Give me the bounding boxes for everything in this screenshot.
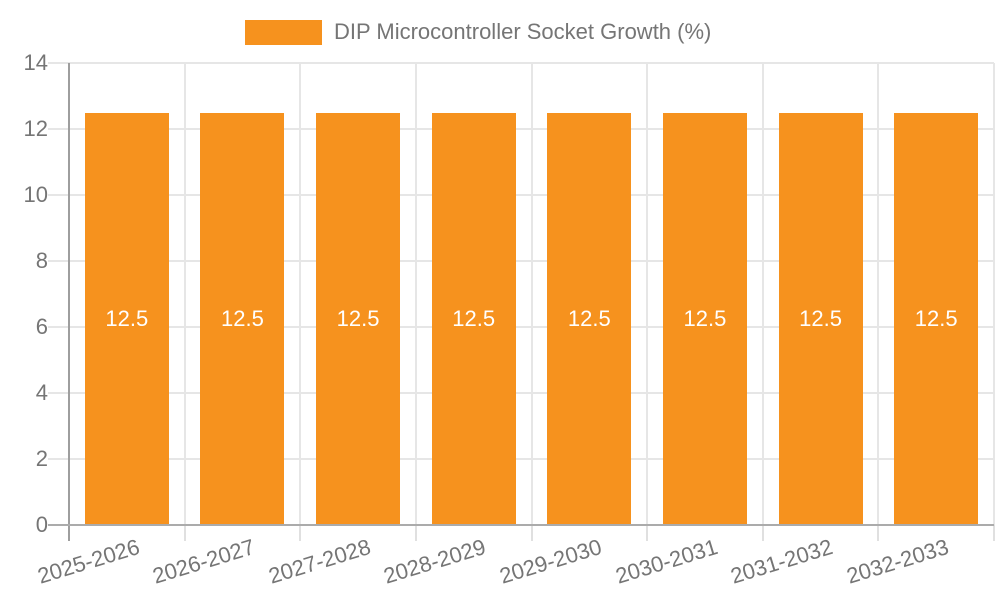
bar-value-label: 12.5 — [221, 305, 264, 331]
x-axis-tick — [530, 525, 533, 541]
bar-2029-2030[interactable] — [547, 112, 632, 524]
x-axis-tick-label: 2032-2033 — [843, 534, 952, 589]
x-axis-tick — [299, 525, 302, 541]
bar-value-label: 12.5 — [914, 305, 958, 331]
x-axis-tick — [761, 525, 764, 541]
bar-2028-2029[interactable] — [431, 112, 516, 524]
y-gridline — [48, 326, 994, 328]
y-gridline — [48, 128, 994, 130]
x-axis-tick — [183, 525, 186, 541]
x-axis-tick-label: 2031-2032 — [727, 534, 836, 589]
bar-value-label: 12.5 — [336, 305, 380, 331]
legend-swatch — [245, 19, 322, 45]
x-axis-tick-label: 2025-2026 — [34, 534, 143, 589]
y-gridline — [48, 260, 994, 262]
y-axis-line — [68, 63, 70, 541]
bar-value-label: 12.5 — [683, 305, 727, 331]
y-gridline — [48, 458, 994, 460]
category-gridline — [761, 63, 764, 525]
x-axis-tick-label: 2027-2028 — [265, 534, 374, 589]
x-axis-tick — [877, 525, 880, 541]
y-axis-tick-label: 4 — [35, 380, 48, 405]
category-gridline — [299, 63, 302, 525]
legend-label: DIP Microcontroller Socket Growth (%) — [334, 19, 712, 44]
bar-value-label: 12.5 — [105, 305, 149, 331]
bar-2031-2032[interactable] — [778, 112, 863, 524]
y-axis-tick-label: 14 — [23, 50, 48, 75]
category-gridline — [414, 63, 417, 525]
bar-2025-2026[interactable] — [84, 112, 169, 524]
y-axis-tick-label: 2 — [35, 446, 48, 471]
chart-legend[interactable]: DIP Microcontroller Socket Growth (%) — [245, 19, 711, 45]
bar-value-label: 12.5 — [452, 305, 496, 331]
x-axis-tick — [993, 525, 995, 541]
y-axis-tick-label: 10 — [23, 182, 48, 207]
y-gridline — [48, 392, 994, 394]
y-gridline — [48, 62, 994, 64]
x-axis-tick — [646, 525, 649, 541]
bar-2032-2033[interactable] — [894, 112, 979, 524]
category-gridline — [646, 63, 649, 525]
y-axis-tick-label: 6 — [35, 314, 48, 339]
y-axis-tick-label: 0 — [35, 512, 48, 537]
bar-2026-2027[interactable] — [200, 112, 285, 524]
x-axis-tick-label: 2028-2029 — [381, 534, 489, 589]
x-axis-tick-label: 2026-2027 — [149, 534, 258, 589]
category-gridline — [183, 63, 186, 525]
x-axis-tick-label: 2029-2030 — [496, 534, 605, 589]
bar-2027-2028[interactable] — [316, 112, 401, 524]
x-axis-tick-label: 2030-2031 — [612, 534, 721, 589]
y-gridline — [48, 194, 994, 196]
x-axis-tick — [414, 525, 417, 541]
y-axis-tick-label: 8 — [35, 248, 48, 273]
category-gridline — [877, 63, 880, 525]
x-axis-line — [48, 524, 994, 526]
category-gridline — [993, 63, 995, 525]
y-axis-tick-label: 12 — [23, 116, 48, 141]
bar-value-label: 12.5 — [567, 305, 611, 331]
bar-value-label: 12.5 — [799, 305, 842, 331]
category-gridline — [530, 63, 533, 525]
bar-2030-2031[interactable] — [662, 112, 747, 524]
